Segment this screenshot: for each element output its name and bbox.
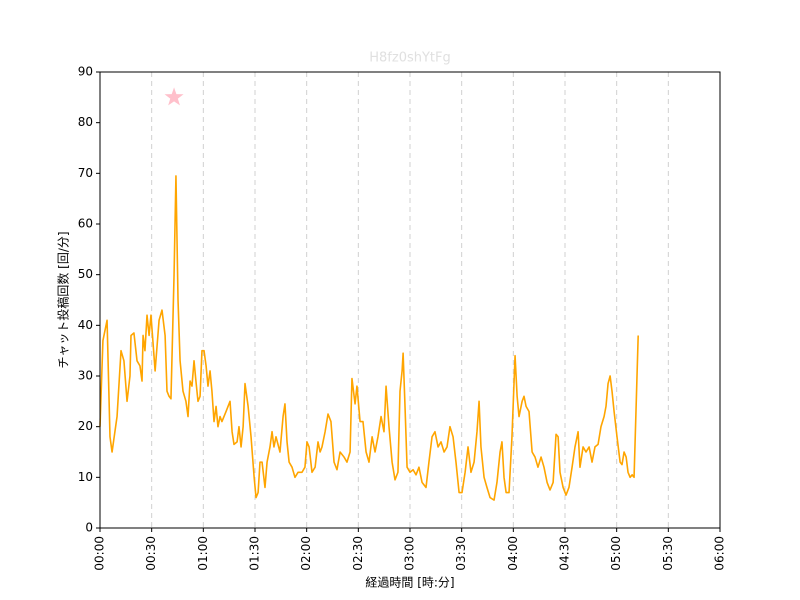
y-tick-label: 90 — [78, 65, 93, 79]
x-tick-label: 05:30 — [661, 536, 675, 571]
x-tick-label: 04:00 — [506, 536, 520, 571]
star-marker — [164, 87, 184, 106]
y-tick-label: 0 — [85, 521, 93, 535]
y-tick-label: 40 — [78, 318, 93, 332]
chart-title: H8fz0shYtFg — [369, 51, 451, 66]
x-tick-label: 06:00 — [713, 536, 727, 571]
y-tick-label: 70 — [78, 166, 93, 180]
y-tick-label: 50 — [78, 267, 93, 281]
x-tick-label: 03:00 — [403, 536, 417, 571]
x-tick-label: 05:00 — [609, 536, 623, 571]
x-tick-label: 00:30 — [144, 536, 158, 571]
x-axis-label: 経過時間 [時:分] — [365, 576, 454, 590]
x-tick-label: 04:30 — [558, 536, 572, 571]
plot-frame — [99, 71, 721, 529]
y-tick-label: 10 — [78, 470, 93, 484]
x-tick-label: 02:30 — [351, 536, 365, 571]
y-axis-label: チャット投稿回数 [回/分] — [56, 231, 71, 368]
data-line — [99, 175, 639, 501]
x-tick-label: 01:00 — [196, 536, 210, 571]
y-tick-label: 60 — [78, 217, 93, 231]
x-tick-label: 02:00 — [299, 536, 313, 571]
x-tick-label: 01:30 — [248, 536, 262, 571]
x-tick-label: 03:30 — [454, 536, 468, 571]
y-tick-label: 20 — [78, 419, 93, 433]
x-tick-label: 00:00 — [93, 536, 107, 571]
y-tick-label: 80 — [78, 115, 93, 129]
y-tick-label: 30 — [78, 369, 93, 383]
